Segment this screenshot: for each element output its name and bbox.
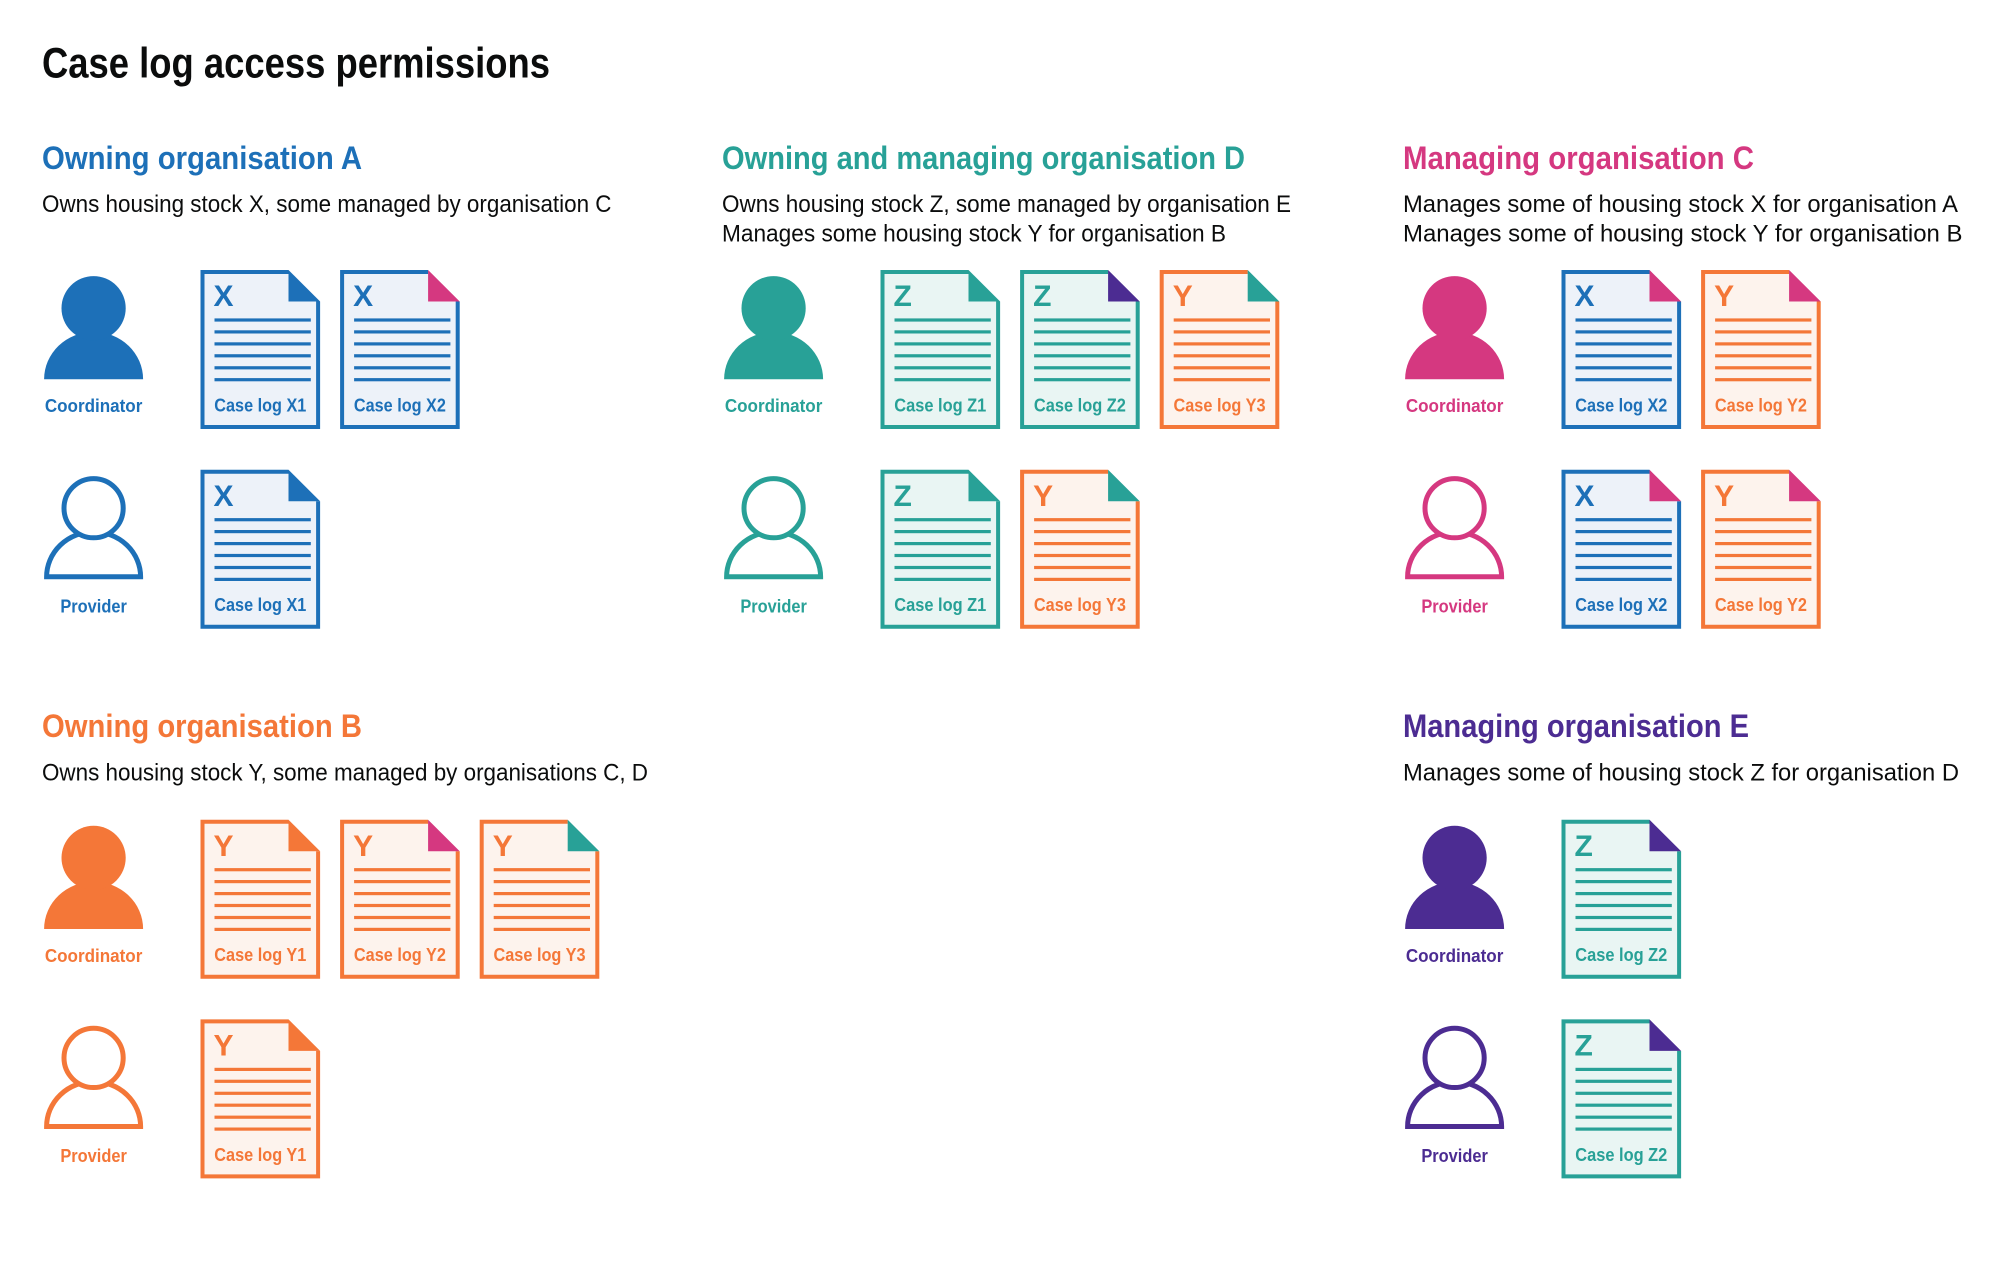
svg-text:Manages some of housing stock: Manages some of housing stock Y for orga… — [1403, 221, 1963, 248]
svg-text:Managing organisation E: Managing organisation E — [1403, 708, 1749, 744]
svg-text:Manages some of housing stock: Manages some of housing stock X for orga… — [1403, 191, 1958, 218]
svg-text:Coordinator: Coordinator — [1406, 946, 1504, 966]
svg-text:Owns housing stock Z, some man: Owns housing stock Z, some managed by or… — [722, 191, 1291, 218]
svg-text:Case log X1: Case log X1 — [214, 595, 306, 615]
svg-text:Case log Y1: Case log Y1 — [214, 1145, 306, 1165]
svg-text:X: X — [214, 480, 234, 513]
svg-text:Owns housing stock X, some man: Owns housing stock X, some managed by or… — [42, 191, 612, 218]
svg-text:X: X — [214, 280, 234, 313]
svg-text:X: X — [353, 280, 373, 313]
svg-text:Provider: Provider — [740, 596, 807, 616]
svg-text:Y: Y — [1033, 480, 1053, 513]
svg-text:Z: Z — [1575, 1030, 1593, 1063]
svg-text:Provider: Provider — [60, 1146, 127, 1166]
svg-text:Z: Z — [894, 480, 912, 513]
svg-text:Owning and managing organisati: Owning and managing organisation D — [722, 140, 1245, 176]
svg-text:Owns housing stock Y, some man: Owns housing stock Y, some managed by or… — [42, 760, 648, 787]
svg-text:Provider: Provider — [1421, 1146, 1488, 1166]
svg-text:Case log Z2: Case log Z2 — [1575, 945, 1667, 965]
svg-text:Case log X2: Case log X2 — [354, 396, 446, 416]
svg-text:Provider: Provider — [1421, 596, 1488, 616]
svg-text:Y: Y — [1714, 480, 1734, 513]
svg-text:Coordinator: Coordinator — [45, 396, 143, 416]
svg-text:Y: Y — [493, 830, 513, 863]
svg-text:Coordinator: Coordinator — [45, 946, 143, 966]
svg-text:Provider: Provider — [60, 596, 127, 616]
svg-text:Y: Y — [1714, 280, 1734, 313]
svg-text:Case log Z1: Case log Z1 — [894, 595, 986, 615]
svg-text:Case log Z1: Case log Z1 — [894, 396, 986, 416]
svg-text:Y: Y — [214, 1030, 234, 1063]
svg-text:Y: Y — [353, 830, 373, 863]
svg-text:Y: Y — [214, 830, 234, 863]
svg-text:Case log X2: Case log X2 — [1575, 396, 1667, 416]
svg-text:Managing organisation C: Managing organisation C — [1403, 140, 1754, 176]
svg-text:Manages some of housing stock: Manages some of housing stock Z for orga… — [1403, 760, 1959, 787]
svg-text:Case log X1: Case log X1 — [214, 396, 306, 416]
svg-text:Y: Y — [1173, 280, 1193, 313]
svg-text:Manages some housing stock Y f: Manages some housing stock Y for organis… — [722, 221, 1226, 248]
svg-text:Case log Y1: Case log Y1 — [214, 945, 306, 965]
svg-text:Case log access permissions: Case log access permissions — [42, 40, 550, 88]
svg-text:Coordinator: Coordinator — [1406, 396, 1504, 416]
svg-text:X: X — [1575, 480, 1595, 513]
svg-text:Case log Y3: Case log Y3 — [1034, 595, 1126, 615]
svg-text:Coordinator: Coordinator — [725, 396, 823, 416]
svg-text:Case log Y3: Case log Y3 — [494, 945, 586, 965]
svg-text:Case log Y2: Case log Y2 — [354, 945, 446, 965]
svg-text:Owning organisation B: Owning organisation B — [42, 708, 362, 744]
svg-text:Z: Z — [1575, 830, 1593, 863]
svg-text:Case log X2: Case log X2 — [1575, 595, 1667, 615]
svg-text:Z: Z — [894, 280, 912, 313]
svg-text:Case log Z2: Case log Z2 — [1575, 1145, 1667, 1165]
svg-text:Case log Y2: Case log Y2 — [1715, 595, 1807, 615]
svg-text:Case log Y3: Case log Y3 — [1174, 396, 1266, 416]
svg-text:X: X — [1575, 280, 1595, 313]
svg-text:Case log Y2: Case log Y2 — [1715, 396, 1807, 416]
svg-text:Case log Z2: Case log Z2 — [1034, 396, 1126, 416]
svg-text:Owning organisation A: Owning organisation A — [42, 140, 362, 176]
svg-text:Z: Z — [1033, 280, 1051, 313]
